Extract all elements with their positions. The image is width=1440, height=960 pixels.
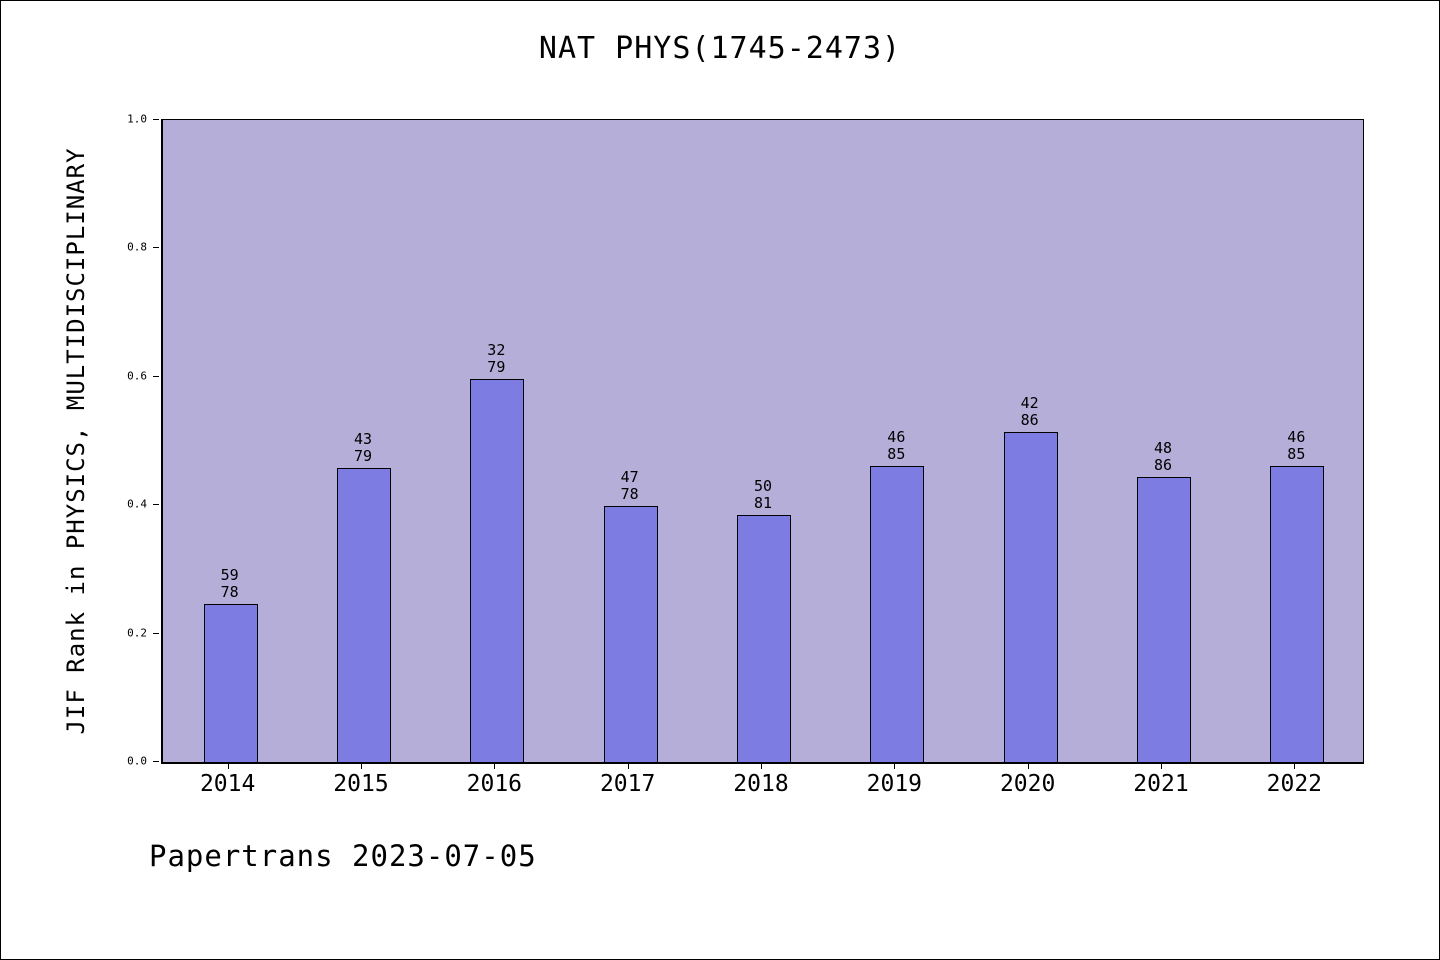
- bar-2018: [737, 515, 791, 762]
- x-tick-2021: [1161, 763, 1162, 769]
- y-axis: 0.0 0.2 0.4 0.6 0.8 1.0: [1, 113, 159, 768]
- y-tick-label-0.2: 0.2: [127, 626, 147, 640]
- y-tick-0.2: [153, 632, 159, 634]
- x-tick-label-2014: 2014: [199, 771, 256, 797]
- bar-value-label-2018: 50 81: [753, 477, 773, 513]
- x-tick-label-2016: 2016: [466, 771, 523, 797]
- bar-2014: [203, 604, 258, 762]
- y-tick-label-1.0: 1.0: [127, 112, 147, 126]
- bar-2016: [470, 379, 525, 762]
- x-tick-label-2015: 2015: [333, 771, 389, 797]
- bar-value-label-2019: 46 85: [887, 428, 906, 464]
- bar-2022: [1270, 466, 1325, 762]
- bar-value-label-2017: 47 78: [620, 468, 639, 504]
- y-tick-0.6: [153, 375, 159, 377]
- x-tick-2016: [494, 763, 496, 769]
- bar-value-label-2020: 42 86: [1020, 394, 1039, 430]
- x-tick-label-2022: 2022: [1266, 771, 1323, 797]
- y-tick-0.8: [153, 247, 159, 249]
- x-tick-label-2020: 2020: [999, 771, 1056, 797]
- x-tick-2014: [227, 763, 229, 769]
- x-tick-2022: [1294, 763, 1296, 769]
- bar-value-label-2021: 48 86: [1153, 439, 1173, 475]
- x-tick-label-2017: 2017: [599, 771, 656, 797]
- x-tick-2018: [761, 763, 762, 769]
- plot-area: 59 78 43 79 32 79 47 78 50 81 46 85 42 86 48 86…: [161, 119, 1364, 764]
- y-tick-label-0.4: 0.4: [127, 497, 147, 511]
- y-tick-label-0.6: 0.6: [127, 369, 147, 383]
- x-tick-2015: [361, 763, 362, 769]
- bar-value-label-2015: 43 79: [353, 430, 373, 466]
- x-tick-label-2018: 2018: [733, 771, 789, 797]
- x-tick-2020: [1027, 763, 1029, 769]
- x-tick-label-2021: 2021: [1133, 771, 1189, 797]
- bar-value-label-2022: 46 85: [1287, 428, 1306, 464]
- bar-2017: [603, 506, 658, 762]
- bar-2015: [337, 468, 391, 762]
- bar-value-label-2014: 59 78: [220, 566, 239, 602]
- y-tick-1.0: [153, 119, 159, 120]
- y-tick-label-0.8: 0.8: [127, 240, 147, 254]
- bar-2019: [870, 466, 925, 762]
- y-tick-0.0: [153, 761, 159, 762]
- bar-2021: [1137, 477, 1191, 762]
- x-tick-2017: [627, 763, 629, 769]
- bar-value-label-2016: 32 79: [487, 341, 506, 377]
- x-tick-label-2019: 2019: [866, 771, 923, 797]
- y-tick-label-0.0: 0.0: [127, 754, 147, 768]
- bar-2020: [1003, 432, 1058, 762]
- footer-text: Papertrans 2023-07-05: [149, 839, 537, 873]
- chart-title: NAT PHYS(1745-2473): [538, 31, 902, 66]
- y-tick-0.4: [153, 504, 159, 506]
- x-axis: 2014 2015 2016 2017 2018 2019 2020 2021 2022: [161, 763, 1361, 813]
- x-tick-2019: [894, 763, 896, 769]
